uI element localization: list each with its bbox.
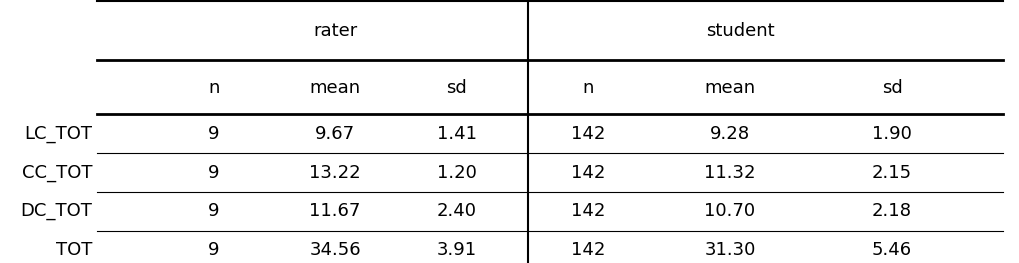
Text: 3.91: 3.91: [436, 241, 476, 259]
Text: 9: 9: [208, 203, 219, 220]
Text: 9: 9: [208, 241, 219, 259]
Text: rater: rater: [313, 22, 357, 40]
Text: 142: 142: [571, 125, 605, 143]
Text: n: n: [582, 79, 593, 97]
Text: n: n: [208, 79, 219, 97]
Text: 2.18: 2.18: [871, 203, 911, 220]
Text: 1.90: 1.90: [871, 125, 911, 143]
Text: 2.40: 2.40: [436, 203, 476, 220]
Text: DC_TOT: DC_TOT: [20, 203, 92, 220]
Text: 34.56: 34.56: [309, 241, 361, 259]
Text: 142: 142: [571, 164, 605, 181]
Text: 11.67: 11.67: [309, 203, 361, 220]
Text: mean: mean: [310, 79, 361, 97]
Text: 31.30: 31.30: [704, 241, 755, 259]
Text: 142: 142: [571, 241, 605, 259]
Text: mean: mean: [704, 79, 755, 97]
Text: 10.70: 10.70: [704, 203, 755, 220]
Text: 9: 9: [208, 164, 219, 181]
Text: 142: 142: [571, 203, 605, 220]
Text: 11.32: 11.32: [703, 164, 755, 181]
Text: 9: 9: [208, 125, 219, 143]
Text: 1.41: 1.41: [436, 125, 476, 143]
Text: sd: sd: [446, 79, 467, 97]
Text: student: student: [705, 22, 773, 40]
Text: TOT: TOT: [56, 241, 92, 259]
Text: CC_TOT: CC_TOT: [21, 164, 92, 181]
Text: 9.28: 9.28: [709, 125, 749, 143]
Text: 1.20: 1.20: [436, 164, 476, 181]
Text: 9.67: 9.67: [315, 125, 355, 143]
Text: sd: sd: [880, 79, 902, 97]
Text: 2.15: 2.15: [871, 164, 911, 181]
Text: 13.22: 13.22: [309, 164, 361, 181]
Text: 5.46: 5.46: [871, 241, 911, 259]
Text: LC_TOT: LC_TOT: [24, 125, 92, 143]
